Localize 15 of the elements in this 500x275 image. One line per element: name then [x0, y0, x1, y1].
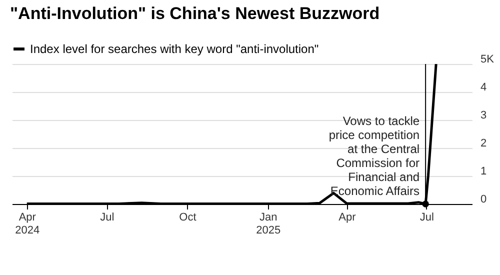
x-tick-label: Apr 2024 [15, 212, 40, 236]
x-tick-label: Jan 2025 [256, 212, 281, 236]
x-tick-label: Jul [420, 212, 434, 224]
chart-title: "Anti-Involution" is China's Newest Buzzword [10, 4, 380, 23]
y-tick-label: 3 [480, 110, 487, 122]
x-tick-label: Oct [179, 212, 196, 224]
ref-line-label: Vows to tackle price competition at the Central Commission for Financial and Economic Affairs [328, 114, 420, 198]
y-tick-label: 0 [480, 194, 487, 206]
y-tick-label: 4 [480, 82, 487, 94]
y-tick-label: 2 [480, 138, 487, 150]
x-tick-label: Apr [338, 212, 356, 224]
x-tick-label: Jul [100, 212, 114, 224]
y-tick-label: 1 [480, 166, 487, 178]
legend-label: Index level for searches with key word "anti-involution" [30, 42, 319, 56]
y-tick-label: 5K [480, 54, 495, 66]
